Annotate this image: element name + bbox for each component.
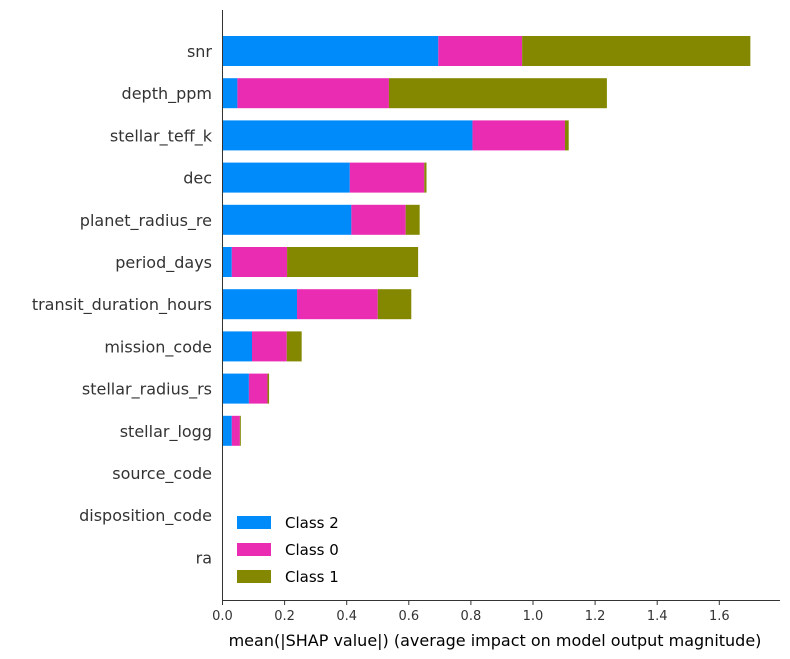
- category-label: mission_code: [104, 337, 212, 357]
- bar-planet_radius_re-series-0: [222, 204, 352, 235]
- bar-mission_code-series-0: [222, 331, 252, 362]
- category-label: disposition_code: [79, 506, 212, 526]
- x-axis-ticks: 0.0 0.2 0.4 0.6 0.8 1.0 1.2 1.4 1.6: [212, 600, 730, 624]
- x-tick-label: 1.4: [647, 609, 668, 624]
- category-label: stellar_logg: [120, 422, 212, 442]
- category-label: ra: [196, 548, 212, 567]
- bar-stellar_logg-series-0: [222, 415, 232, 446]
- x-tick-label: 1.2: [585, 609, 606, 624]
- bar-stellar_logg-series-2: [239, 415, 241, 446]
- bar-snr-series-2: [522, 36, 751, 66]
- bar-period_days-series-0: [222, 247, 232, 277]
- bar-dec-series-2: [424, 162, 427, 193]
- category-label: stellar_teff_k: [110, 126, 213, 146]
- bar-planet_radius_re-series-1: [351, 204, 406, 235]
- legend-label: Class 1: [285, 568, 339, 586]
- x-tick-label: 0.6: [398, 609, 419, 624]
- legend-label: Class 0: [285, 541, 339, 559]
- bar-mission_code-series-2: [286, 331, 302, 362]
- x-axis-title: mean(|SHAP value|) (average impact on mo…: [229, 631, 762, 650]
- bar-period_days-series-1: [231, 247, 288, 277]
- bar-stellar_teff_k-series-2: [564, 120, 569, 151]
- x-tick-label: 0.4: [336, 609, 357, 624]
- legend-label: Class 2: [285, 514, 339, 532]
- category-label: source_code: [112, 464, 212, 484]
- x-tick-label: 1.6: [709, 609, 730, 624]
- bar-snr-series-1: [438, 36, 523, 66]
- bar-stellar_logg-series-1: [231, 415, 240, 446]
- bar-dec-series-0: [222, 162, 350, 193]
- bar-stellar_teff_k-series-1: [472, 120, 565, 151]
- bar-transit_duration_hours-series-0: [222, 289, 298, 320]
- bar-depth_ppm-series-1: [237, 78, 389, 109]
- bar-dec-series-1: [349, 162, 425, 193]
- bar-stellar_radius_rs-series-0: [222, 373, 249, 404]
- category-label: period_days: [115, 253, 212, 273]
- x-tick-label: 0.2: [274, 609, 295, 624]
- legend: Class 2 Class 0 Class 1: [237, 514, 339, 586]
- category-label: planet_radius_re: [80, 211, 212, 231]
- bars-layer: [222, 36, 751, 446]
- x-tick-label: 1.0: [523, 609, 544, 624]
- legend-swatch: [237, 543, 271, 556]
- category-label: transit_duration_hours: [32, 295, 212, 315]
- legend-swatch: [237, 570, 271, 583]
- bar-transit_duration_hours-series-2: [377, 289, 412, 320]
- bar-stellar_teff_k-series-0: [222, 120, 473, 151]
- bar-transit_duration_hours-series-1: [297, 289, 378, 320]
- category-label: depth_ppm: [122, 84, 212, 104]
- bar-planet_radius_re-series-2: [405, 204, 420, 235]
- x-tick-label: 0.0: [212, 609, 233, 624]
- category-label: dec: [183, 169, 212, 188]
- category-label: snr: [187, 42, 212, 61]
- category-label: stellar_radius_rs: [82, 380, 212, 400]
- legend-swatch: [237, 516, 271, 529]
- bar-mission_code-series-1: [251, 331, 287, 362]
- x-tick-label: 0.8: [461, 609, 482, 624]
- bar-depth_ppm-series-0: [222, 78, 238, 109]
- bar-period_days-series-2: [287, 247, 419, 277]
- bar-depth_ppm-series-2: [388, 78, 607, 109]
- bar-stellar_radius_rs-series-1: [248, 373, 268, 404]
- bar-stellar_radius_rs-series-2: [267, 373, 270, 404]
- bar-snr-series-0: [222, 36, 439, 66]
